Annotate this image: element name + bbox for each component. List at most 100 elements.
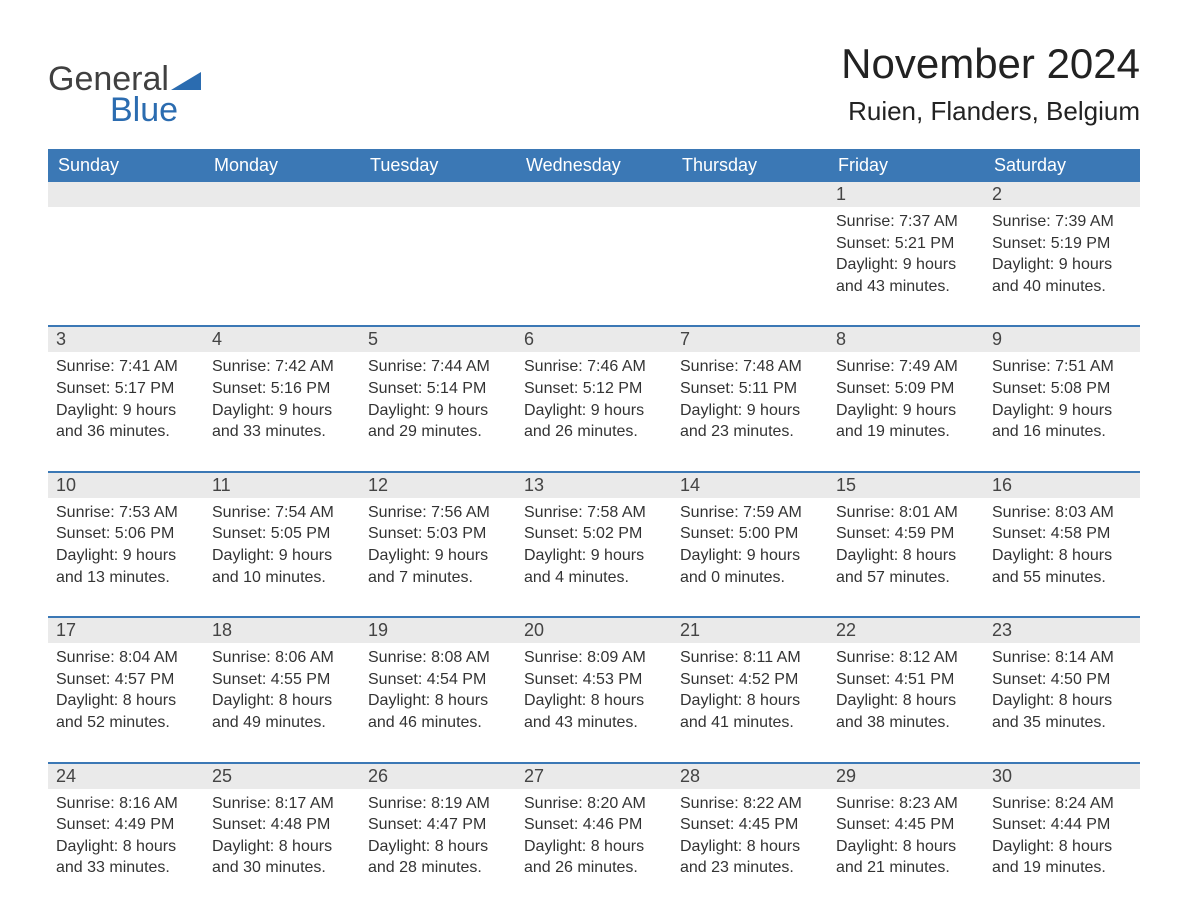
day-cell: 26Sunrise: 8:19 AMSunset: 4:47 PMDayligh… [360, 764, 516, 889]
day-number: 10 [48, 473, 204, 498]
day-cell: 21Sunrise: 8:11 AMSunset: 4:52 PMDayligh… [672, 618, 828, 743]
day-number: 22 [828, 618, 984, 643]
day-cell: 19Sunrise: 8:08 AMSunset: 4:54 PMDayligh… [360, 618, 516, 743]
day-number: 9 [984, 327, 1140, 352]
day-sunrise: Sunrise: 8:11 AM [680, 647, 820, 669]
day-cell: 18Sunrise: 8:06 AMSunset: 4:55 PMDayligh… [204, 618, 360, 743]
day-number: 18 [204, 618, 360, 643]
day-sunrise: Sunrise: 7:41 AM [56, 356, 196, 378]
day-sunrise: Sunrise: 7:42 AM [212, 356, 352, 378]
day-sunset: Sunset: 4:57 PM [56, 669, 196, 691]
day-sunset: Sunset: 5:06 PM [56, 523, 196, 545]
dow-saturday: Saturday [984, 149, 1140, 182]
day-info: Sunrise: 7:41 AMSunset: 5:17 PMDaylight:… [48, 352, 204, 452]
day-dl2: and 23 minutes. [680, 857, 820, 879]
day-info: Sunrise: 7:44 AMSunset: 5:14 PMDaylight:… [360, 352, 516, 452]
day-info: Sunrise: 8:19 AMSunset: 4:47 PMDaylight:… [360, 789, 516, 889]
day-dl2: and 43 minutes. [836, 276, 976, 298]
day-sunrise: Sunrise: 8:04 AM [56, 647, 196, 669]
day-sunset: Sunset: 4:45 PM [680, 814, 820, 836]
day-dl1: Daylight: 8 hours [836, 836, 976, 858]
day-sunset: Sunset: 4:50 PM [992, 669, 1132, 691]
day-dl2: and 55 minutes. [992, 567, 1132, 589]
day-dl2: and 33 minutes. [212, 421, 352, 443]
day-cell: 25Sunrise: 8:17 AMSunset: 4:48 PMDayligh… [204, 764, 360, 889]
day-cell: 4Sunrise: 7:42 AMSunset: 5:16 PMDaylight… [204, 327, 360, 452]
day-sunrise: Sunrise: 7:44 AM [368, 356, 508, 378]
day-number: 30 [984, 764, 1140, 789]
day-cell [48, 182, 204, 307]
day-dl1: Daylight: 9 hours [992, 254, 1132, 276]
day-sunset: Sunset: 4:52 PM [680, 669, 820, 691]
day-dl1: Daylight: 9 hours [836, 254, 976, 276]
day-info: Sunrise: 8:17 AMSunset: 4:48 PMDaylight:… [204, 789, 360, 889]
dow-thursday: Thursday [672, 149, 828, 182]
day-dl1: Daylight: 8 hours [56, 836, 196, 858]
day-sunrise: Sunrise: 8:20 AM [524, 793, 664, 815]
day-dl1: Daylight: 8 hours [680, 690, 820, 712]
day-cell: 13Sunrise: 7:58 AMSunset: 5:02 PMDayligh… [516, 473, 672, 598]
dow-sunday: Sunday [48, 149, 204, 182]
day-number [48, 182, 204, 207]
day-sunrise: Sunrise: 7:48 AM [680, 356, 820, 378]
day-sunrise: Sunrise: 8:01 AM [836, 502, 976, 524]
day-sunset: Sunset: 4:45 PM [836, 814, 976, 836]
day-info: Sunrise: 8:11 AMSunset: 4:52 PMDaylight:… [672, 643, 828, 743]
day-dl1: Daylight: 9 hours [836, 400, 976, 422]
day-info: Sunrise: 7:37 AMSunset: 5:21 PMDaylight:… [828, 207, 984, 307]
day-info: Sunrise: 8:08 AMSunset: 4:54 PMDaylight:… [360, 643, 516, 743]
day-sunset: Sunset: 5:21 PM [836, 233, 976, 255]
day-sunrise: Sunrise: 7:56 AM [368, 502, 508, 524]
day-sunrise: Sunrise: 8:19 AM [368, 793, 508, 815]
day-number: 27 [516, 764, 672, 789]
day-cell [672, 182, 828, 307]
day-sunset: Sunset: 5:16 PM [212, 378, 352, 400]
day-number: 19 [360, 618, 516, 643]
day-sunset: Sunset: 4:53 PM [524, 669, 664, 691]
day-dl1: Daylight: 8 hours [992, 690, 1132, 712]
day-info: Sunrise: 8:14 AMSunset: 4:50 PMDaylight:… [984, 643, 1140, 743]
day-dl2: and 19 minutes. [992, 857, 1132, 879]
dow-wednesday: Wednesday [516, 149, 672, 182]
day-cell: 16Sunrise: 8:03 AMSunset: 4:58 PMDayligh… [984, 473, 1140, 598]
day-sunrise: Sunrise: 8:08 AM [368, 647, 508, 669]
day-sunrise: Sunrise: 7:49 AM [836, 356, 976, 378]
day-cell: 23Sunrise: 8:14 AMSunset: 4:50 PMDayligh… [984, 618, 1140, 743]
day-info: Sunrise: 8:23 AMSunset: 4:45 PMDaylight:… [828, 789, 984, 889]
day-dl2: and 19 minutes. [836, 421, 976, 443]
day-number: 1 [828, 182, 984, 207]
day-number: 20 [516, 618, 672, 643]
day-cell: 17Sunrise: 8:04 AMSunset: 4:57 PMDayligh… [48, 618, 204, 743]
day-sunset: Sunset: 4:58 PM [992, 523, 1132, 545]
day-info: Sunrise: 8:20 AMSunset: 4:46 PMDaylight:… [516, 789, 672, 889]
day-info: Sunrise: 7:54 AMSunset: 5:05 PMDaylight:… [204, 498, 360, 598]
day-dl2: and 33 minutes. [56, 857, 196, 879]
day-number [360, 182, 516, 207]
day-dl2: and 40 minutes. [992, 276, 1132, 298]
day-sunset: Sunset: 5:11 PM [680, 378, 820, 400]
day-sunrise: Sunrise: 8:24 AM [992, 793, 1132, 815]
day-number: 28 [672, 764, 828, 789]
day-dl2: and 49 minutes. [212, 712, 352, 734]
day-number: 13 [516, 473, 672, 498]
day-sunset: Sunset: 4:47 PM [368, 814, 508, 836]
day-dl2: and 0 minutes. [680, 567, 820, 589]
day-dl1: Daylight: 8 hours [56, 690, 196, 712]
day-dl1: Daylight: 8 hours [836, 545, 976, 567]
day-number: 15 [828, 473, 984, 498]
day-info: Sunrise: 8:03 AMSunset: 4:58 PMDaylight:… [984, 498, 1140, 598]
day-cell [204, 182, 360, 307]
day-number: 21 [672, 618, 828, 643]
day-info: Sunrise: 7:58 AMSunset: 5:02 PMDaylight:… [516, 498, 672, 598]
weeks-container: 1Sunrise: 7:37 AMSunset: 5:21 PMDaylight… [48, 182, 1140, 889]
day-sunrise: Sunrise: 8:12 AM [836, 647, 976, 669]
day-cell: 3Sunrise: 7:41 AMSunset: 5:17 PMDaylight… [48, 327, 204, 452]
day-sunset: Sunset: 5:12 PM [524, 378, 664, 400]
day-dl1: Daylight: 9 hours [212, 400, 352, 422]
day-number: 29 [828, 764, 984, 789]
day-sunset: Sunset: 5:00 PM [680, 523, 820, 545]
day-sunset: Sunset: 4:48 PM [212, 814, 352, 836]
day-dl2: and 36 minutes. [56, 421, 196, 443]
day-number: 24 [48, 764, 204, 789]
day-info: Sunrise: 7:51 AMSunset: 5:08 PMDaylight:… [984, 352, 1140, 452]
